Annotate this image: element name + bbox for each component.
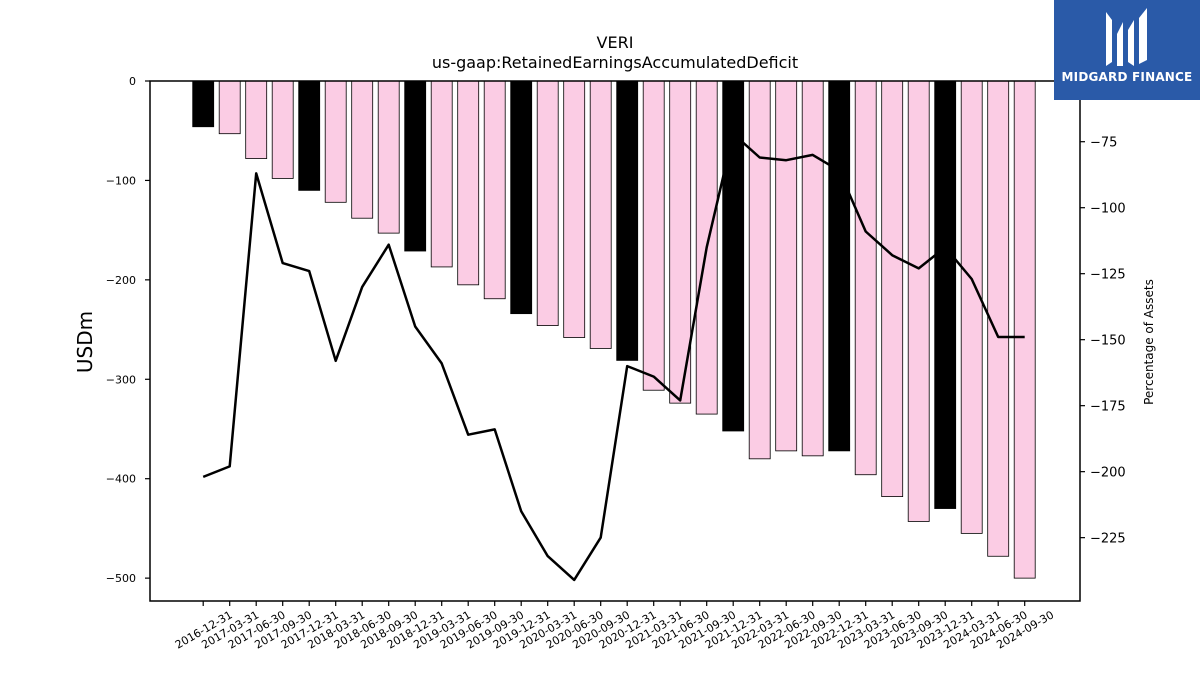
chart-title: VERI [597,33,634,52]
y2-tick-label: −100 [1090,202,1126,217]
bar [642,80,665,391]
logo-mark-icon [1106,8,1147,66]
y2-tick-label: −175 [1090,400,1126,415]
bar [563,80,586,338]
bar [801,80,824,457]
y-tick-label: −400 [106,473,136,486]
bar [536,80,559,326]
bar [457,80,480,286]
y2-tick-label: −200 [1090,466,1126,481]
bar [1013,80,1036,579]
y-tick-label: −300 [106,373,136,386]
y2-tick-label: −225 [1090,532,1126,547]
midgard-finance-logo: MIDGARD FINANCE [1054,0,1200,100]
plot-frame [149,80,1081,602]
bar [377,80,400,234]
bar [589,80,612,349]
percentage-line [202,132,1025,582]
bar [881,80,904,498]
bar [960,80,983,534]
bar [245,80,268,159]
y-axis-label: USDm [73,311,97,373]
bar [483,80,506,300]
bar [324,80,347,203]
y-tick-label: −200 [106,274,136,287]
y2-tick-label: −125 [1090,268,1126,283]
bar [192,80,215,128]
bar [854,80,877,476]
bar [616,80,639,361]
bar [775,80,798,452]
y2-tick-label: −150 [1090,334,1126,349]
bar [351,80,374,219]
plot-area: 0 −100 −200 −300 −400 −500 −75 −100 −125 −150 −175… [106,75,1126,652]
bar [907,80,930,522]
bar [298,80,321,191]
bar [430,80,453,268]
bar [828,80,851,452]
y-tick-label: −100 [106,174,136,187]
logo-text: MIDGARD FINANCE [1061,70,1193,84]
bar [218,80,241,135]
bar [934,80,957,509]
chart-subtitle: us-gaap:RetainedEarningsAccumulatedDefic… [432,53,798,72]
bar [748,80,771,460]
y2-tick-label: −75 [1090,136,1117,151]
bar [271,80,294,179]
y-tick-label: 0 [129,75,136,88]
bar [404,80,427,252]
bar [510,80,533,315]
y-tick-label: −500 [106,572,136,585]
y2-axis-label: Percentage of Assets [1142,279,1156,405]
